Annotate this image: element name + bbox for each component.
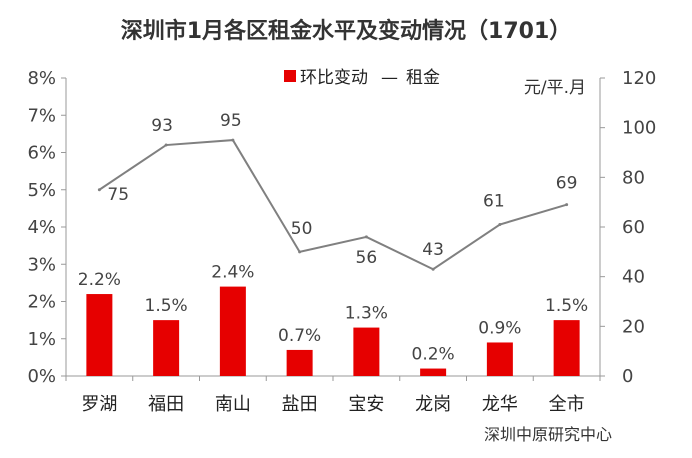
rent-point bbox=[364, 235, 368, 239]
bar-value-label: 0.7% bbox=[278, 326, 321, 346]
chart-title: 深圳市1月各区租金水平及变动情况（1701） bbox=[121, 18, 572, 44]
left-tick-label: 0% bbox=[27, 366, 56, 387]
bar-value-label: 1.5% bbox=[145, 296, 188, 316]
rent-value-label: 75 bbox=[107, 185, 129, 205]
bar bbox=[420, 368, 447, 376]
bar bbox=[486, 342, 513, 376]
legend-line-label: 租金 bbox=[406, 68, 440, 88]
rent-point bbox=[431, 267, 435, 271]
bar bbox=[353, 327, 380, 376]
category-label: 龙岗 bbox=[415, 394, 451, 415]
right-tick-label: 120 bbox=[622, 68, 656, 89]
rent-point bbox=[298, 250, 302, 254]
legend-bar-label: 环比变动 bbox=[300, 68, 368, 88]
left-tick-label: 3% bbox=[27, 254, 56, 275]
bar bbox=[86, 294, 113, 376]
right-tick-label: 20 bbox=[622, 316, 645, 337]
bar-value-label: 2.4% bbox=[211, 263, 254, 283]
bar bbox=[286, 349, 313, 376]
left-tick-label: 7% bbox=[27, 105, 56, 126]
rent-value-label: 93 bbox=[151, 116, 173, 136]
left-tick-label: 4% bbox=[27, 217, 56, 238]
rent-point bbox=[97, 188, 101, 192]
left-tick-label: 1% bbox=[27, 329, 56, 350]
bar-series bbox=[86, 286, 580, 376]
category-label: 宝安 bbox=[348, 394, 384, 415]
rent-value-label: 56 bbox=[356, 248, 378, 268]
bar-value-label: 0.2% bbox=[412, 345, 455, 365]
bar-value-label: 1.3% bbox=[345, 304, 388, 324]
legend: 环比变动 — 租金 bbox=[284, 68, 440, 88]
rent-value-label: 95 bbox=[220, 111, 242, 131]
category-label: 南山 bbox=[215, 394, 251, 415]
right-tick-label: 100 bbox=[622, 118, 656, 139]
source-note: 深圳中原研究中心 bbox=[484, 425, 612, 444]
rent-value-label: 43 bbox=[422, 240, 444, 260]
data-labels: 2.2% 1.5% 2.4% 0.7% 1.3% 0.2% 0.9% 1.5% 75 93 95 50… bbox=[78, 111, 588, 364]
rent-point bbox=[498, 223, 502, 227]
category-label: 福田 bbox=[148, 394, 184, 415]
right-tick-label: 40 bbox=[622, 267, 645, 288]
rent-value-label: 61 bbox=[483, 192, 505, 212]
bar bbox=[219, 286, 246, 376]
legend-bar-swatch bbox=[284, 70, 296, 82]
right-tick-label: 60 bbox=[622, 217, 645, 238]
rent-line bbox=[98, 139, 567, 271]
bar-value-label: 1.5% bbox=[545, 296, 588, 316]
left-tick-label: 2% bbox=[27, 292, 56, 313]
category-labels: 罗湖 福田 南山 盐田 宝安 龙岗 龙华 全市 bbox=[81, 394, 584, 415]
bar-value-label: 2.2% bbox=[78, 270, 121, 290]
right-tick-label: 0 bbox=[622, 366, 633, 387]
rent-point bbox=[565, 203, 569, 207]
left-tick-label: 6% bbox=[27, 143, 56, 164]
left-tick-label: 8% bbox=[27, 68, 56, 89]
category-label: 罗湖 bbox=[81, 394, 117, 415]
category-label: 龙华 bbox=[482, 394, 518, 415]
category-label: 全市 bbox=[549, 394, 585, 415]
rent-point bbox=[231, 138, 235, 142]
bar bbox=[153, 320, 180, 376]
right-axis-unit: 元/平.月 bbox=[524, 78, 586, 98]
rent-value-label: 50 bbox=[291, 219, 313, 239]
bar-value-label: 0.9% bbox=[478, 318, 521, 338]
axes: 0% 1% 2% 3% 4% 5% 6% 7% 8% 0 20 40 60 80 100 120 bbox=[27, 68, 656, 387]
category-label: 盐田 bbox=[282, 394, 318, 415]
bar bbox=[553, 320, 580, 376]
rent-point bbox=[164, 143, 168, 147]
left-tick-label: 5% bbox=[27, 180, 56, 201]
right-tick-label: 80 bbox=[622, 167, 645, 188]
rent-value-label: 69 bbox=[556, 174, 578, 194]
line-series bbox=[97, 138, 569, 271]
legend-line-glyph: — bbox=[381, 68, 398, 88]
